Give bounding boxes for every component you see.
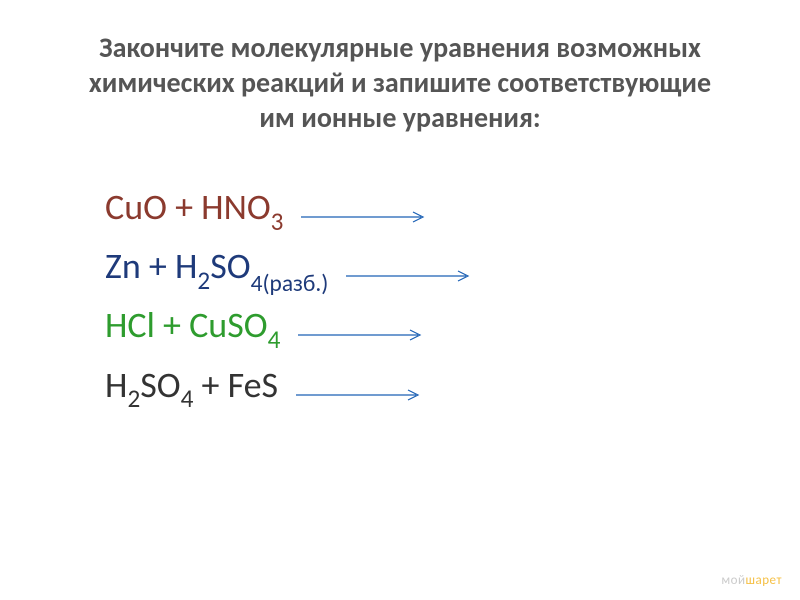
eq4-part2: SO: [140, 363, 180, 407]
eq1-part0: CuO + HNO: [105, 185, 271, 229]
arrow-icon: [296, 387, 426, 403]
eq1-part1: 3: [271, 206, 284, 237]
equation-4-formula: H2SO4 + FeS: [105, 363, 278, 412]
equation-1-formula: CuO + HNO3: [105, 185, 283, 234]
footer-prefix: мой: [721, 573, 745, 588]
slide-title: Закончите молекулярные уравнения возможн…: [50, 30, 750, 135]
arrow-icon: [298, 327, 428, 343]
eq4-part0: H: [105, 363, 127, 407]
slide-container: Закончите молекулярные уравнения возможн…: [0, 0, 800, 600]
equation-2: Zn + H2SO4(разб.): [105, 244, 750, 293]
equation-1: CuO + HNO3: [105, 185, 750, 234]
equation-2-formula: Zn + H2SO4(разб.): [105, 244, 328, 293]
eq4-part3: 4: [181, 383, 194, 414]
eq3-part0: HCl + CuSO: [105, 303, 268, 347]
eq2-part0: Zn + H: [105, 244, 197, 288]
arrow-icon: [346, 268, 476, 284]
equations-block: CuO + HNO3 Zn + H2SO4(разб.) HCl + CuSO4: [50, 185, 750, 422]
eq4-part1: 2: [127, 383, 140, 414]
equation-4: H2SO4 + FeS: [105, 363, 750, 412]
arrow-icon: [301, 209, 431, 225]
eq4-part4: + FeS: [193, 363, 278, 407]
eq3-part1: 4: [268, 324, 281, 355]
equation-3-formula: HCl + CuSO4: [105, 303, 280, 352]
eq2-part3: 4(разб.): [251, 270, 329, 298]
footer-suffix: шарет: [746, 573, 782, 588]
eq2-part1: 2: [197, 265, 210, 296]
equation-3: HCl + CuSO4: [105, 303, 750, 352]
footer-watermark: мойшарет: [721, 573, 782, 588]
eq2-part2: SO: [210, 244, 250, 288]
